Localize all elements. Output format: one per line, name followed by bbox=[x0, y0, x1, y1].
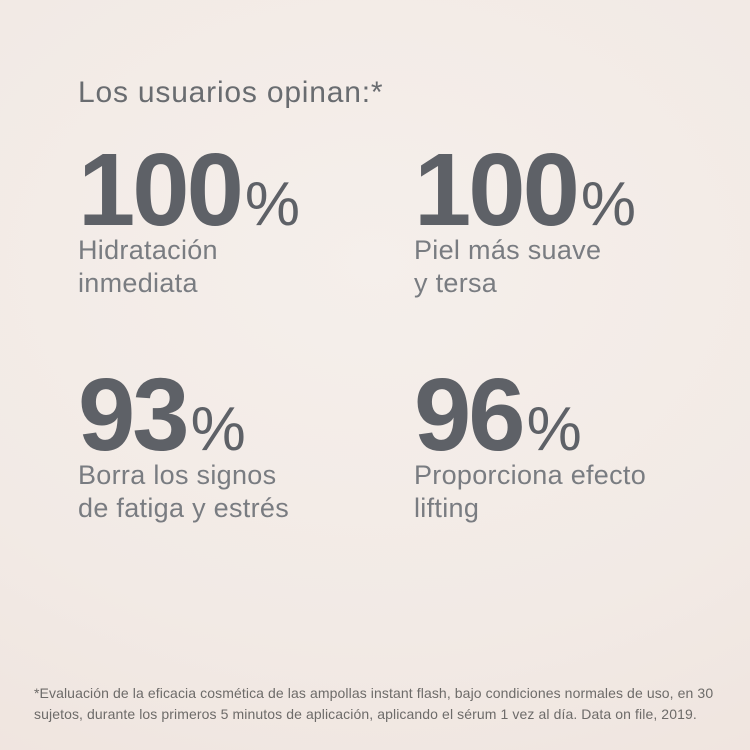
stat-value: 93 bbox=[78, 357, 190, 472]
stat-label: Hidratación inmediata bbox=[78, 235, 218, 298]
stat-label: Proporciona efecto lifting bbox=[414, 460, 647, 523]
footnote-disclaimer: *Evaluación de la eficacia cosmética de … bbox=[34, 685, 714, 722]
percent-sign: % bbox=[526, 395, 582, 464]
stat-value: 100 bbox=[78, 132, 244, 247]
stat-label: Piel más suave y tersa bbox=[414, 235, 602, 298]
stat-value: 96 bbox=[414, 357, 526, 472]
stat-value-row: 100% bbox=[78, 138, 408, 241]
percent-sign: % bbox=[190, 395, 246, 464]
percent-sign: % bbox=[244, 170, 300, 239]
stat-card-fatiga: 93% Borra los signos de fatiga y estrés bbox=[78, 363, 408, 525]
stat-value-row: 100% bbox=[414, 138, 744, 241]
stat-card-piel-suave: 100% Piel más suave y tersa bbox=[414, 138, 744, 300]
percent-sign: % bbox=[580, 170, 636, 239]
stat-card-hidratacion: 100% Hidratación inmediata bbox=[78, 138, 408, 300]
stat-value: 100 bbox=[414, 132, 580, 247]
stat-label: Borra los signos de fatiga y estrés bbox=[78, 460, 290, 523]
stat-card-lifting: 96% Proporciona efecto lifting bbox=[414, 363, 744, 525]
stat-value-row: 96% bbox=[414, 363, 744, 466]
page-title: Los usuarios opinan:* bbox=[78, 76, 384, 109]
stat-value-row: 93% bbox=[78, 363, 408, 466]
